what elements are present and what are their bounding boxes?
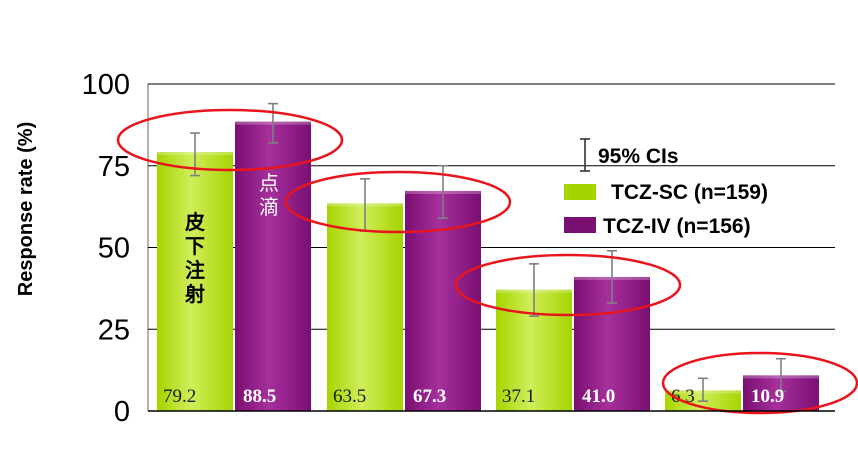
value-label-iv: 10.9: [751, 386, 784, 407]
value-label-sc: 79.2: [163, 386, 196, 407]
legend-label-iv: TCZ-IV (n=156): [603, 215, 751, 238]
bar-iv: [235, 121, 311, 411]
bar-sc: [157, 152, 233, 412]
value-label-iv: 88.5: [243, 386, 276, 407]
value-label-iv: 67.3: [413, 386, 446, 407]
highlight-ellipses: [116, 108, 858, 415]
legend-ci-label: 95% CIs: [598, 145, 679, 168]
y-tick-label: 75: [98, 151, 130, 183]
value-label-iv: 41.0: [582, 386, 615, 407]
value-labels: 79.2 88.5 63.5 67.3 37.1 41.0 6.3 10.9: [163, 386, 784, 407]
annotation-sc-char: 射: [184, 282, 205, 306]
annotation-iv-char: 点: [259, 171, 279, 195]
bars: [157, 121, 819, 412]
highlight-ellipse: [454, 253, 682, 317]
y-tick-label: 50: [98, 233, 130, 265]
legend-swatch-sc: [564, 184, 596, 200]
annotation-sc-char: 皮: [185, 210, 205, 234]
legend: 95% CIs TCZ-SC (n=159) TCZ-IV (n=156): [564, 138, 768, 238]
legend-swatch-iv: [564, 217, 596, 233]
bar-sc: [327, 203, 403, 411]
y-tick-label: 0: [114, 396, 130, 428]
value-label-sc: 6.3: [671, 386, 695, 407]
highlight-ellipse: [116, 108, 344, 172]
annotation-sc-char: 下: [185, 234, 205, 258]
value-label-sc: 63.5: [333, 386, 366, 407]
highlight-ellipse: [284, 170, 512, 234]
value-label-sc: 37.1: [502, 386, 535, 407]
highlight-ellipse: [661, 351, 858, 415]
y-axis-ticks: 0 25 50 75 100: [82, 69, 130, 428]
annotation-iv-char: 滴: [259, 195, 279, 219]
y-tick-label: 25: [98, 314, 130, 346]
legend-label-sc: TCZ-SC (n=159): [611, 181, 768, 204]
y-axis-label: Response rate (%): [15, 122, 37, 297]
bar-iv: [405, 190, 481, 411]
y-tick-label: 100: [82, 69, 130, 101]
annotation-sc-char: 注: [185, 258, 205, 282]
